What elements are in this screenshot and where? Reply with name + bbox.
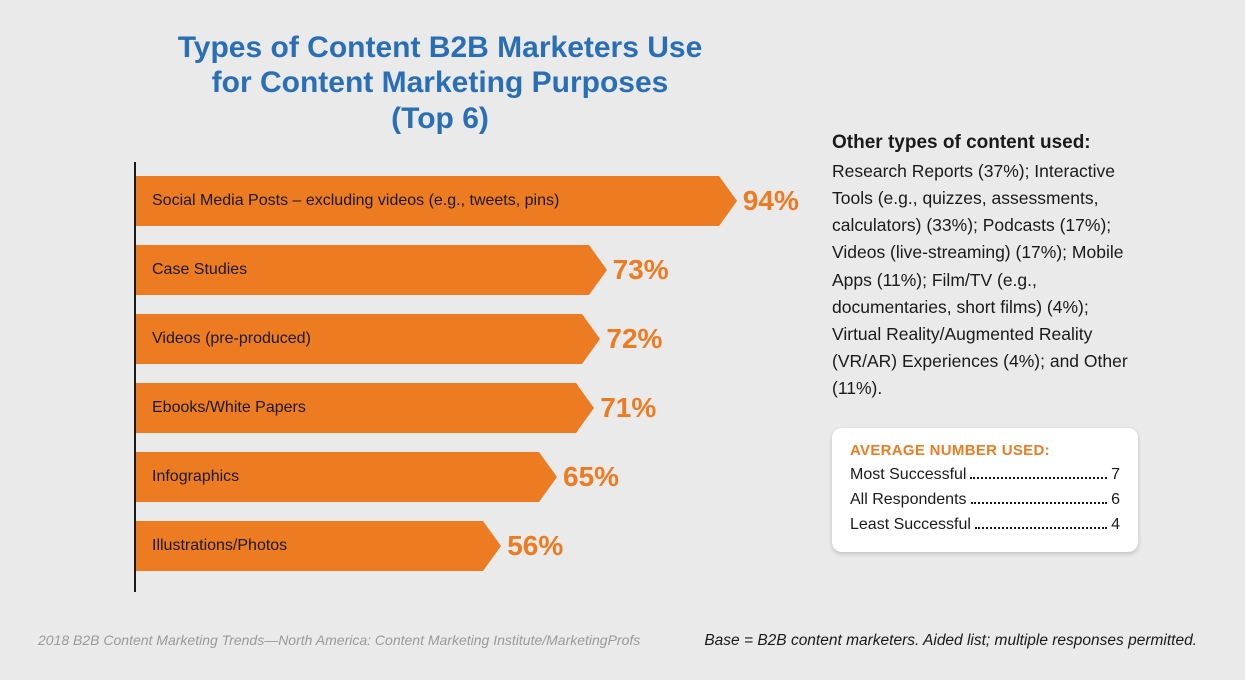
other-content-body: Research Reports (37%); Interactive Tool… <box>832 158 1138 402</box>
avg-row-dots <box>971 491 1108 504</box>
bar-label: Illustrations/Photos <box>152 521 287 571</box>
bar-value: 94% <box>743 176 799 226</box>
bar-arrow <box>483 521 501 571</box>
title-line-3: (Top 6) <box>391 102 489 135</box>
bar-label: Videos (pre-produced) <box>152 314 311 364</box>
sidebar: Other types of content used: Research Re… <box>832 132 1138 552</box>
bar-label: Case Studies <box>152 245 247 295</box>
avg-row-value: 7 <box>1111 463 1120 488</box>
bar-row: Social Media Posts – excluding videos (e… <box>136 176 789 226</box>
avg-row-label: Most Successful <box>850 463 966 488</box>
source-attribution: 2018 B2B Content Marketing Trends—North … <box>38 632 640 648</box>
bar-label: Ebooks/White Papers <box>152 383 306 433</box>
title-line-2: for Content Marketing Purposes <box>212 66 669 99</box>
avg-row-label: All Respondents <box>850 488 967 513</box>
bar-chart: Social Media Posts – excluding videos (e… <box>134 162 789 592</box>
avg-row-label: Least Successful <box>850 513 971 538</box>
avg-row: Most Successful 7 <box>850 463 1120 488</box>
other-content-title: Other types of content used: <box>832 132 1138 154</box>
avg-row-value: 4 <box>1111 513 1120 538</box>
bar-arrow <box>539 452 557 502</box>
bar-arrow <box>719 176 737 226</box>
bar-row: Case Studies 73% <box>136 245 789 295</box>
base-note: Base = B2B content marketers. Aided list… <box>704 632 1197 650</box>
avg-row-dots <box>975 516 1107 529</box>
bar-arrow <box>576 383 594 433</box>
avg-row-value: 6 <box>1111 488 1120 513</box>
bar-value: 71% <box>600 383 656 433</box>
average-number-box: AVERAGE NUMBER USED: Most Successful7All… <box>832 428 1138 551</box>
bar-value: 73% <box>613 245 669 295</box>
bar-value: 65% <box>563 452 619 502</box>
title-line-1: Types of Content B2B Marketers Use <box>178 31 703 64</box>
bar-value: 56% <box>507 521 563 571</box>
chart-title: Types of Content B2B Marketers Use for C… <box>160 30 720 136</box>
bar-value: 72% <box>606 314 662 364</box>
average-box-title: AVERAGE NUMBER USED: <box>850 442 1120 459</box>
avg-row: Least Successful 4 <box>850 513 1120 538</box>
avg-row: All Respondents 6 <box>850 488 1120 513</box>
bar-row: Infographics 65% <box>136 452 789 502</box>
bar-row: Illustrations/Photos 56% <box>136 521 789 571</box>
bar-label: Infographics <box>152 452 239 502</box>
bar-row: Videos (pre-produced) 72% <box>136 314 789 364</box>
bar-arrow <box>582 314 600 364</box>
bar-label: Social Media Posts – excluding videos (e… <box>152 176 559 226</box>
bar-arrow <box>589 245 607 295</box>
bar-row: Ebooks/White Papers 71% <box>136 383 789 433</box>
avg-row-dots <box>970 466 1107 479</box>
